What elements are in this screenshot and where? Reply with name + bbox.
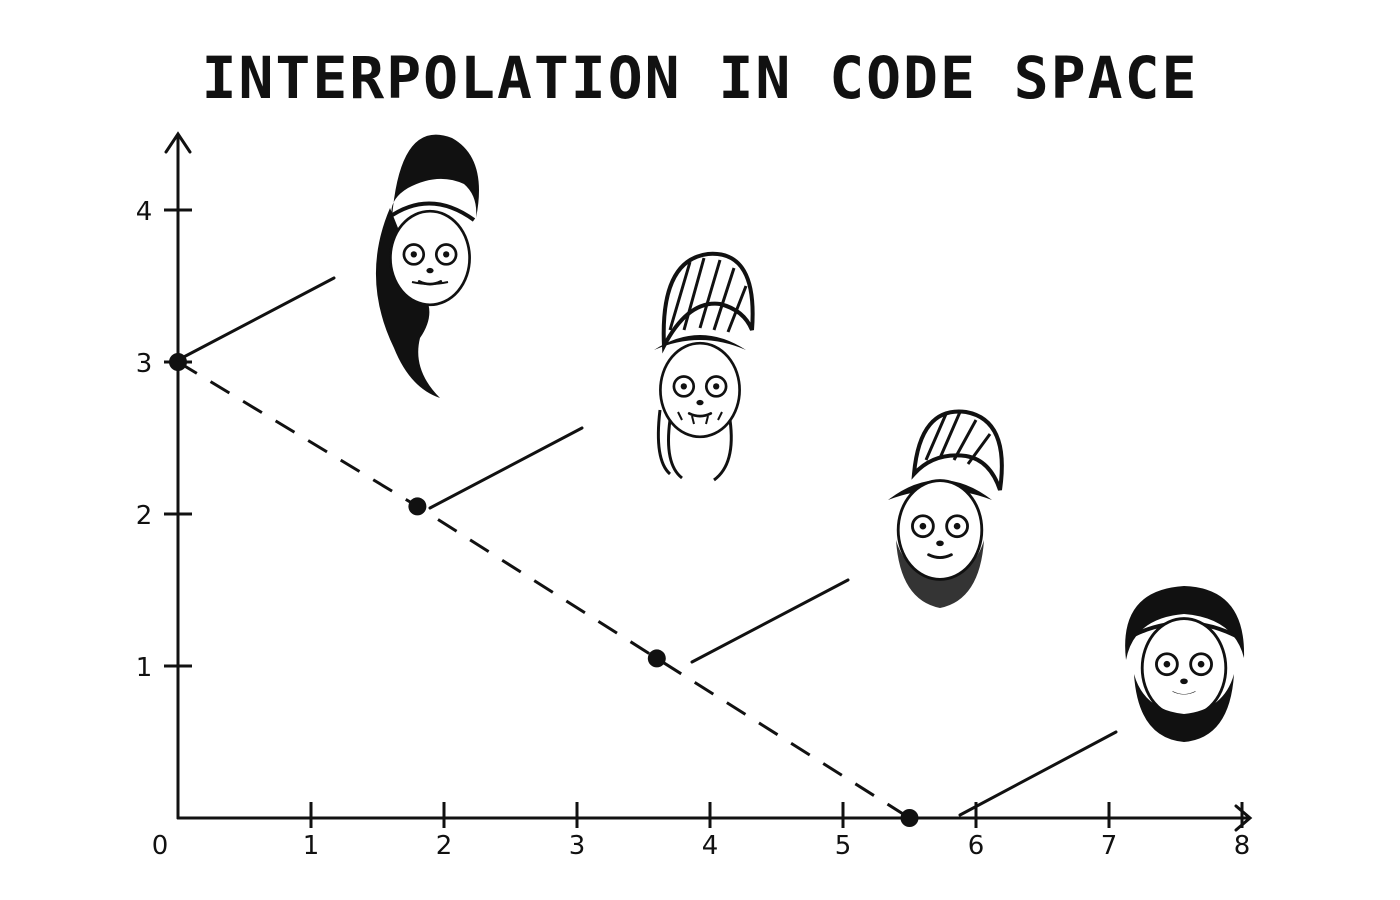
x-tick-label-0: 0 <box>152 831 169 861</box>
x-tick-label-3: 3 <box>569 831 586 861</box>
x-ticks: 0 1 2 3 4 5 6 7 8 <box>152 802 1251 861</box>
connector-line-1 <box>176 276 336 362</box>
x-tick-label-4: 4 <box>702 831 719 861</box>
y-tick-label-3: 3 <box>136 349 153 379</box>
bearded-man-face-icon <box>1125 586 1245 742</box>
x-tick-label-2: 2 <box>436 831 453 861</box>
data-point-3 <box>647 649 666 668</box>
x-tick-label-6: 6 <box>968 831 985 861</box>
woman-transition-face-icon <box>654 251 755 482</box>
connector-line-2 <box>428 426 584 510</box>
y-ticks: 1 2 3 4 <box>136 197 192 683</box>
x-tick-label-1: 1 <box>303 831 320 861</box>
x-tick-label-8: 8 <box>1234 831 1251 861</box>
man-transition-face-icon <box>888 409 1004 608</box>
y-tick-label-2: 2 <box>136 501 153 531</box>
series-line-0 <box>177 360 911 820</box>
chart-title: INTERPOLATION IN CODE SPACE <box>202 44 1199 112</box>
data-point-2 <box>408 497 427 516</box>
connector-line-4 <box>958 730 1118 817</box>
x-tick-label-5: 5 <box>835 831 852 861</box>
woman-face-icon <box>375 134 479 398</box>
series-dashed-path <box>177 360 911 820</box>
y-tick-label-4: 4 <box>136 197 153 227</box>
x-axis <box>176 804 1253 832</box>
connector-line-3 <box>690 578 850 664</box>
data-point-4 <box>900 809 919 827</box>
connector-lines <box>176 276 1118 817</box>
y-axis <box>164 131 192 820</box>
y-tick-label-1: 1 <box>136 653 153 683</box>
x-tick-label-7: 7 <box>1101 831 1118 861</box>
